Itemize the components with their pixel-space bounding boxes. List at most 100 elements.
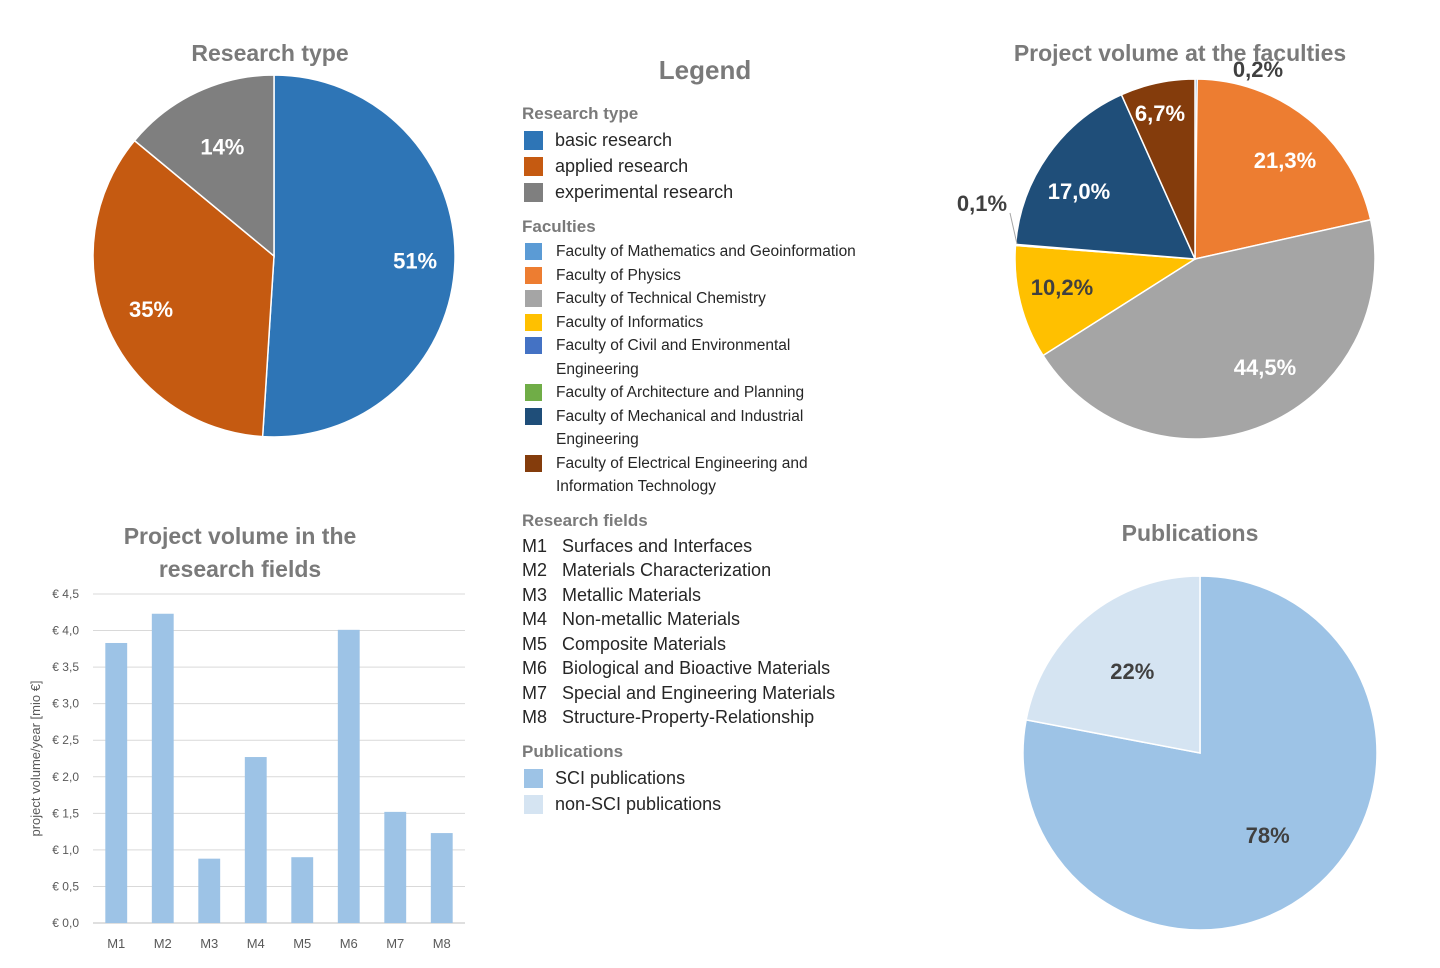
legend-item-field: M7 Special and Engineering Materials <box>522 681 915 706</box>
bar-chart-research-fields: € 0,0 € 0,5 € 1,0 € 1,5 € 2,0 € 2,5 € 3,0 € 3,5… <box>28 587 465 951</box>
legend-item-non-sci: non-SCI publications <box>522 791 915 817</box>
legend-swatch <box>525 337 542 354</box>
field-code: M2 <box>522 560 548 580</box>
legend-item-field: M4 Non-metallic Materials <box>522 607 915 632</box>
legend-item-field: M3 Metallic Materials <box>522 583 915 608</box>
x-tick-label: M8 <box>433 936 451 951</box>
legend-title: Legend <box>658 55 752 85</box>
y-tick-label: € 2,5 <box>52 733 79 747</box>
pie-data-label: 35% <box>129 297 173 322</box>
legend-swatch <box>524 794 543 814</box>
legend-research-fields: Research fields M1 Surfaces and Interface… <box>515 511 915 730</box>
bar-m3 <box>198 858 221 923</box>
pie-data-label: 0,2% <box>1233 57 1283 82</box>
bar-m2 <box>151 613 174 923</box>
legend-faculties: Faculties Faculty of Mathematics and Geo… <box>515 217 915 499</box>
x-tick-label: M3 <box>200 936 218 951</box>
legend-publications: Publications SCI publications non-SCI pu… <box>515 742 915 817</box>
pie-data-label: 0,1% <box>957 191 1007 216</box>
publications-chart-title: Publications <box>1121 520 1259 546</box>
legend-swatch <box>525 290 542 307</box>
legend-label: Faculty of Informatics <box>556 313 704 331</box>
pie-slice-faculty-of-electrical-engineering-and-information-technology <box>1120 78 1196 260</box>
x-tick-label: M1 <box>107 936 125 951</box>
pie-data-label: 14% <box>200 134 244 159</box>
legend-label: SCI publications <box>555 767 686 788</box>
legend-swatch <box>524 183 543 202</box>
legend-item-faculty: Faculty of Mathematics and Geoinformatio… <box>522 240 915 264</box>
pie-chart-project-volume-at-the-faculties: 0,2% 21,3% 44,5% 10,2% 0,1% 17,0% 6,7% <box>957 57 1376 440</box>
x-tick-label: M6 <box>340 936 358 951</box>
x-tick-label: M2 <box>154 936 172 951</box>
legend-item-experimental-research: experimental research <box>522 179 915 205</box>
legend-label: Faculty of Civil and Environmental Engin… <box>556 337 791 378</box>
y-tick-label: € 4,0 <box>52 624 79 638</box>
legend-item-field: M1 Surfaces and Interfaces <box>522 534 915 559</box>
legend-item-field: M5 Composite Materials <box>522 632 915 657</box>
legend-item-faculty: Faculty of Informatics <box>522 311 915 335</box>
pie-slice-faculty-of-informatics <box>1014 244 1198 357</box>
faculty-volume-chart-title: Project volume at the faculties <box>1013 40 1347 66</box>
legend-swatch <box>525 384 542 401</box>
pie-slice-faculty-of-physics <box>1194 78 1372 260</box>
pie-data-label: 78% <box>1246 823 1290 848</box>
pie-chart-research-type: 51% 35% 14% <box>92 74 456 438</box>
field-label: Special and Engineering Materials <box>562 682 836 703</box>
legend-swatch <box>524 157 543 176</box>
field-label: Composite Materials <box>562 633 727 654</box>
pie-slice-basic-research <box>261 74 456 438</box>
y-tick-label: € 1,5 <box>52 806 79 820</box>
field-label: Structure-Property-Relationship <box>562 707 815 727</box>
research-fields-chart-title: Project volume in the research fields <box>123 523 357 582</box>
legend-label: Faculty of Mechanical and Industrial Eng… <box>556 407 804 449</box>
pie-data-label: 10,2% <box>1031 275 1093 300</box>
y-tick-label: € 0,5 <box>52 879 79 893</box>
legend-label: Faculty of Electrical Engineering and In… <box>556 454 808 496</box>
pie-data-label: 44,5% <box>1234 355 1296 380</box>
pie-slice-faculty-of-technical-chemistry <box>1041 218 1376 440</box>
legend-label: experimental research <box>555 182 734 202</box>
legend-item-applied-research: applied research <box>522 153 915 179</box>
legend-item-faculty: Faculty of Civil and Environmental Engin… <box>522 334 822 381</box>
field-label: Non-metallic Materials <box>562 609 741 629</box>
x-tick-label: M4 <box>247 936 265 951</box>
pie-data-label: 17,0% <box>1048 179 1110 204</box>
field-label: Materials Characterization <box>562 560 772 580</box>
y-tick-label: € 3,5 <box>52 660 79 674</box>
y-tick-label: € 4,5 <box>52 587 79 601</box>
field-code: M7 <box>522 682 548 703</box>
pie-slice-sci-publications <box>1022 575 1378 931</box>
pie-slice-experimental-research <box>133 74 275 258</box>
legend-label: Faculty of Mathematics and Geoinformatio… <box>556 243 856 260</box>
legend-section-title: Publications <box>522 741 624 761</box>
legend-section-title: Research fields <box>522 510 648 530</box>
bar-m8 <box>430 833 453 923</box>
legend-swatch <box>524 131 543 150</box>
field-code: M4 <box>522 609 548 629</box>
field-code: M6 <box>522 658 548 678</box>
legend-label: Faculty of Physics <box>556 266 681 284</box>
x-tick-label: M5 <box>293 936 311 951</box>
y-tick-label: € 1,0 <box>52 843 79 857</box>
pie-chart-publications: 78% 22% <box>1022 575 1378 931</box>
y-tick-label: € 0,0 <box>52 916 79 930</box>
legend-item-field: M8 Structure-Property-Relationship <box>522 705 915 730</box>
legend-swatch <box>525 454 542 472</box>
legend-section-title: Faculties <box>522 217 596 236</box>
legend-label: applied research <box>555 156 689 176</box>
legend-swatch <box>525 407 542 425</box>
legend-swatch <box>525 313 542 331</box>
pie-slice-applied-research <box>92 139 275 438</box>
field-code: M1 <box>522 535 548 556</box>
field-code: M5 <box>522 633 548 654</box>
legend-item-field: M2 Materials Characterization <box>522 558 915 583</box>
field-label: Metallic Materials <box>562 584 702 605</box>
legend-section-title: Research type <box>522 104 639 123</box>
x-tick-label: M7 <box>386 936 404 951</box>
bar-m4 <box>244 757 267 923</box>
field-code: M3 <box>522 584 548 605</box>
pie-slice-faculty-of-mechanical-and-industrial-engineering <box>1014 93 1197 260</box>
legend-item-faculty: Faculty of Electrical Engineering and In… <box>522 452 842 499</box>
bar-m1 <box>105 642 128 923</box>
research-type-chart-title: Research type <box>191 40 349 66</box>
